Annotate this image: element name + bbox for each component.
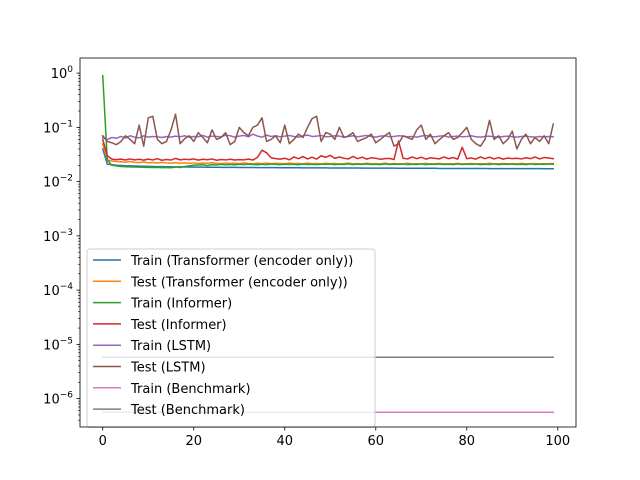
legend-label: Test (Benchmark) [130, 403, 245, 418]
legend-label: Test (LSTM) [130, 361, 206, 376]
x-tick-label: 20 [185, 434, 202, 449]
legend-label: Train (LSTM) [130, 339, 211, 354]
x-tick-label: 80 [459, 434, 476, 449]
legend-label: Train (Transformer (encoder only)) [130, 254, 353, 269]
legend-label: Train (Informer) [130, 297, 232, 312]
legend-label: Test (Transformer (encoder only)) [130, 275, 348, 290]
legend-label: Test (Informer) [130, 318, 227, 333]
x-tick-label: 60 [368, 434, 385, 449]
x-tick-label: 40 [276, 434, 293, 449]
x-tick-label: 0 [99, 434, 107, 449]
x-tick-label: 100 [545, 434, 570, 449]
legend-label: Train (Benchmark) [130, 382, 251, 397]
legend: Train (Transformer (encoder only)) Test (… [87, 249, 375, 427]
